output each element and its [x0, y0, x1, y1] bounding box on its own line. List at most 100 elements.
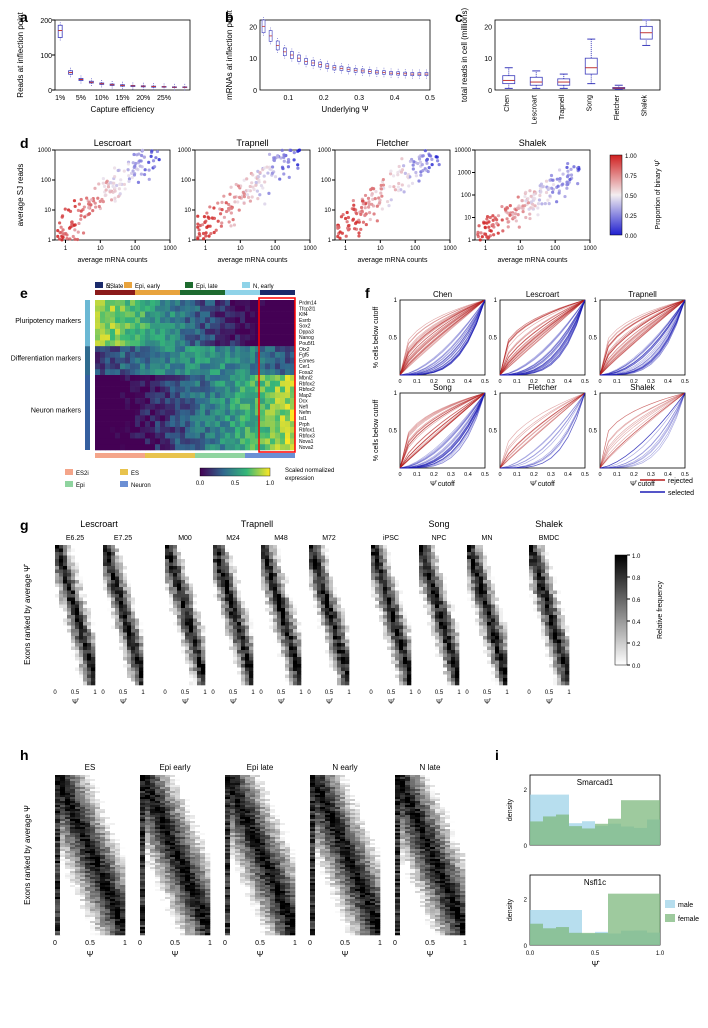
svg-text:0.50: 0.50	[625, 194, 637, 200]
svg-text:iPSC: iPSC	[383, 535, 399, 542]
svg-text:average mRNA counts: average mRNA counts	[357, 257, 428, 264]
svg-text:0.5: 0.5	[481, 472, 489, 478]
svg-text:M24: M24	[226, 535, 240, 542]
svg-text:200: 200	[40, 18, 52, 25]
svg-text:1.0: 1.0	[266, 481, 275, 487]
svg-text:average mRNA counts: average mRNA counts	[497, 257, 568, 264]
svg-text:N, late: N, late	[106, 284, 124, 290]
svg-text:Epi: Epi	[76, 483, 85, 489]
svg-text:0: 0	[307, 690, 311, 696]
svg-text:10: 10	[44, 208, 51, 214]
svg-text:N, early: N, early	[253, 284, 274, 290]
svg-text:1: 1	[468, 238, 472, 244]
svg-text:10: 10	[464, 216, 471, 222]
svg-text:average mRNA counts: average mRNA counts	[217, 257, 288, 264]
svg-text:0: 0	[259, 690, 263, 696]
svg-text:100: 100	[550, 246, 561, 252]
svg-text:E6.25: E6.25	[66, 535, 84, 542]
svg-text:0.5: 0.5	[389, 429, 398, 435]
svg-text:0.1: 0.1	[413, 379, 421, 385]
svg-text:Chen: Chen	[433, 290, 452, 299]
svg-text:Neuron: Neuron	[131, 483, 151, 489]
svg-text:1: 1	[484, 246, 488, 252]
svg-text:0.5: 0.5	[589, 429, 598, 435]
svg-text:Fletcher: Fletcher	[528, 383, 557, 392]
svg-text:100: 100	[181, 178, 192, 184]
svg-text:1: 1	[394, 298, 398, 304]
svg-text:100: 100	[40, 53, 52, 60]
svg-text:0.5: 0.5	[581, 379, 589, 385]
svg-text:1: 1	[93, 690, 97, 696]
svg-text:M00: M00	[178, 535, 192, 542]
svg-text:Reads at inflection point: Reads at inflection point	[16, 12, 25, 98]
svg-text:1: 1	[394, 391, 398, 397]
svg-text:Scaled normalized: Scaled normalized	[285, 468, 334, 474]
svg-text:1: 1	[494, 391, 498, 397]
svg-text:0.00: 0.00	[625, 234, 637, 240]
svg-text:10: 10	[184, 208, 191, 214]
svg-text:% cells below cutoff: % cells below cutoff	[373, 400, 380, 461]
svg-text:1: 1	[204, 246, 208, 252]
svg-text:Lescroart: Lescroart	[94, 138, 132, 148]
svg-text:0.5: 0.5	[277, 690, 286, 696]
svg-text:0.3: 0.3	[647, 472, 655, 478]
svg-text:rejected: rejected	[668, 478, 693, 485]
svg-text:10: 10	[249, 56, 257, 63]
svg-text:0.1: 0.1	[513, 472, 521, 478]
svg-text:0.3: 0.3	[547, 472, 555, 478]
svg-text:10: 10	[324, 208, 331, 214]
svg-text:1: 1	[344, 246, 348, 252]
svg-text:% cells below cutoff: % cells below cutoff	[373, 307, 380, 368]
svg-text:Shalek: Shalek	[641, 95, 648, 117]
svg-text:10: 10	[237, 246, 244, 252]
svg-text:Song: Song	[433, 383, 452, 392]
svg-text:Fletcher: Fletcher	[614, 94, 621, 120]
svg-text:Song: Song	[428, 519, 449, 529]
svg-text:Trapnell: Trapnell	[628, 290, 657, 299]
svg-text:0.5: 0.5	[325, 690, 334, 696]
svg-text:ES: ES	[131, 471, 139, 477]
svg-text:1: 1	[494, 298, 498, 304]
svg-text:d: d	[20, 135, 29, 151]
svg-text:expression: expression	[285, 476, 314, 482]
svg-text:0.4: 0.4	[390, 95, 400, 102]
svg-text:1: 1	[594, 391, 598, 397]
svg-text:Ψ̂ cutoff: Ψ̂ cutoff	[530, 481, 555, 488]
svg-text:1: 1	[141, 690, 145, 696]
svg-text:100: 100	[130, 246, 141, 252]
svg-text:0.5: 0.5	[387, 690, 396, 696]
svg-text:ES2i: ES2i	[76, 471, 89, 477]
svg-text:M72: M72	[322, 535, 336, 542]
svg-text:Chen: Chen	[504, 95, 511, 112]
svg-text:0.5: 0.5	[581, 472, 589, 478]
svg-text:Trapnell: Trapnell	[241, 519, 273, 529]
svg-text:0.2: 0.2	[430, 472, 438, 478]
svg-text:total reads in cell (millions): total reads in cell (millions)	[460, 8, 469, 103]
svg-text:0: 0	[598, 379, 601, 385]
figure-svg: a01002001%5%10%15%20%25%Capture efficien…	[0, 0, 708, 1028]
svg-text:10%: 10%	[95, 95, 109, 102]
svg-text:0.2: 0.2	[319, 95, 329, 102]
svg-text:0.4: 0.4	[464, 472, 472, 478]
svg-text:Ψ̂: Ψ̂	[230, 699, 238, 706]
svg-text:0: 0	[48, 88, 52, 95]
svg-text:Ψ̂: Ψ̂	[182, 699, 190, 706]
svg-text:0.3: 0.3	[447, 472, 455, 478]
svg-text:e: e	[20, 285, 28, 301]
svg-text:0.5: 0.5	[389, 336, 398, 342]
svg-text:1: 1	[594, 298, 598, 304]
svg-text:10: 10	[377, 246, 384, 252]
svg-text:Fletcher: Fletcher	[376, 138, 409, 148]
svg-text:0: 0	[498, 379, 501, 385]
svg-text:100: 100	[270, 246, 281, 252]
svg-text:0: 0	[398, 379, 401, 385]
svg-text:0: 0	[101, 690, 105, 696]
svg-text:1000: 1000	[318, 148, 332, 154]
svg-text:100: 100	[321, 178, 332, 184]
svg-text:25%: 25%	[157, 95, 171, 102]
svg-text:Trapnell: Trapnell	[236, 138, 268, 148]
svg-text:0.5: 0.5	[231, 481, 240, 487]
svg-text:1: 1	[409, 690, 413, 696]
svg-text:20: 20	[249, 24, 257, 31]
svg-text:1%: 1%	[55, 95, 65, 102]
